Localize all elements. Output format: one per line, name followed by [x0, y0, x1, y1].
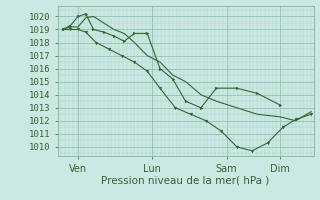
- X-axis label: Pression niveau de la mer( hPa ): Pression niveau de la mer( hPa ): [101, 175, 270, 185]
